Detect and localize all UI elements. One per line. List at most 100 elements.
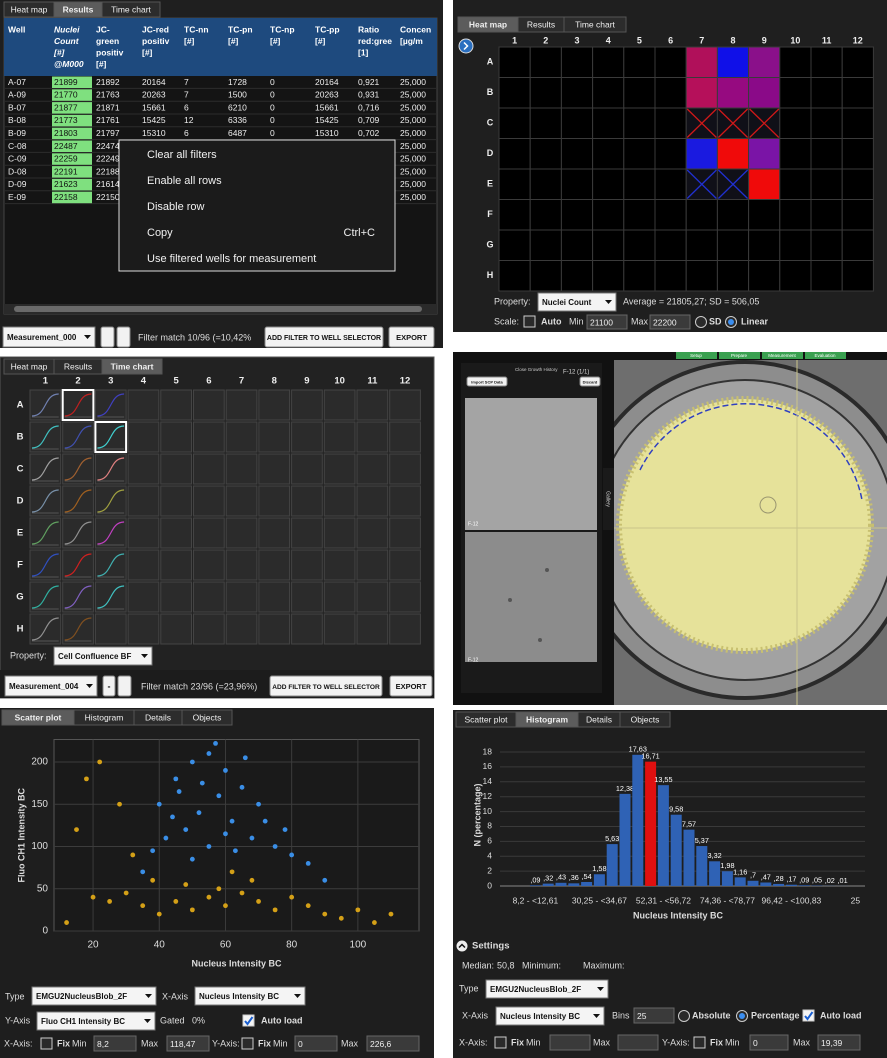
well-cell[interactable] <box>160 453 193 485</box>
well-cell[interactable] <box>810 229 843 261</box>
well-cell[interactable] <box>225 453 258 485</box>
well-cell[interactable] <box>291 517 323 549</box>
well-cell[interactable] <box>160 613 193 645</box>
input-box[interactable] <box>617 1034 659 1051</box>
well-cell[interactable] <box>654 168 687 200</box>
well-cell[interactable] <box>841 260 874 292</box>
well-cell[interactable] <box>291 421 323 453</box>
well-cell[interactable] <box>529 168 562 200</box>
well-cell[interactable] <box>160 549 193 581</box>
well-cell[interactable] <box>779 260 812 292</box>
well-cell[interactable] <box>560 229 594 261</box>
well-cell[interactable] <box>389 613 421 645</box>
well-cell[interactable] <box>560 199 594 231</box>
well-cell[interactable] <box>323 581 356 613</box>
well-cell[interactable] <box>389 453 421 485</box>
well-cell[interactable] <box>498 168 531 200</box>
dropdown[interactable] <box>53 646 153 666</box>
well-cell[interactable] <box>654 107 687 139</box>
well-cell[interactable] <box>498 107 531 139</box>
well-cell[interactable] <box>623 260 656 292</box>
well-cell[interactable] <box>529 77 562 109</box>
well-cell[interactable] <box>356 485 389 517</box>
well-cell[interactable] <box>592 229 625 261</box>
well-cell[interactable] <box>779 77 812 109</box>
tab[interactable] <box>101 1 161 18</box>
well-cell[interactable] <box>748 46 781 78</box>
input-box[interactable] <box>817 1034 861 1051</box>
well-cell[interactable] <box>623 229 656 261</box>
well-cell[interactable] <box>389 517 421 549</box>
well-cell[interactable] <box>323 453 356 485</box>
well-cell[interactable] <box>810 138 843 170</box>
well-cell[interactable] <box>258 517 291 549</box>
well-cell[interactable] <box>127 485 160 517</box>
well-cell[interactable] <box>716 260 750 292</box>
tab[interactable] <box>181 709 233 726</box>
well-cell[interactable] <box>193 485 225 517</box>
collapse-button[interactable] <box>458 38 474 54</box>
well-cell[interactable] <box>193 389 225 421</box>
tab[interactable] <box>563 16 627 33</box>
well-cell[interactable] <box>498 46 531 78</box>
dropdown[interactable] <box>537 292 617 312</box>
well-cell[interactable] <box>623 46 656 78</box>
well-cell[interactable] <box>841 168 874 200</box>
radio[interactable] <box>695 316 707 328</box>
well-cell[interactable] <box>810 199 843 231</box>
checkbox[interactable] <box>523 315 536 328</box>
checkbox[interactable] <box>40 1037 53 1050</box>
well-cell[interactable] <box>498 138 531 170</box>
well-cell[interactable] <box>258 389 291 421</box>
well-cell[interactable] <box>389 549 421 581</box>
well-cell[interactable] <box>716 229 750 261</box>
button[interactable] <box>389 675 433 697</box>
well-cell[interactable] <box>592 107 625 139</box>
well-cell[interactable] <box>258 453 291 485</box>
well-cell[interactable] <box>560 168 594 200</box>
well-cell[interactable] <box>127 453 160 485</box>
well-cell[interactable] <box>560 107 594 139</box>
well-cell[interactable] <box>291 389 323 421</box>
well-cell[interactable] <box>748 168 781 200</box>
well-cell[interactable] <box>685 46 718 78</box>
well-cell[interactable] <box>356 517 389 549</box>
well-cell[interactable] <box>323 485 356 517</box>
well-cell[interactable] <box>127 389 160 421</box>
well-cell[interactable] <box>356 549 389 581</box>
well-cell[interactable] <box>810 107 843 139</box>
well-cell[interactable] <box>529 229 562 261</box>
well-cell[interactable] <box>654 138 687 170</box>
well-cell[interactable] <box>748 229 781 261</box>
tab[interactable] <box>619 711 671 728</box>
dropdown[interactable] <box>4 675 98 697</box>
well-cell[interactable] <box>810 168 843 200</box>
well-cell[interactable] <box>323 389 356 421</box>
button[interactable] <box>117 675 132 697</box>
well-cell[interactable] <box>356 389 389 421</box>
input-box[interactable] <box>649 314 691 330</box>
well-cell[interactable] <box>225 517 258 549</box>
gallery-tab[interactable] <box>603 468 614 530</box>
well-cell[interactable] <box>529 260 562 292</box>
well-cell[interactable] <box>127 421 160 453</box>
well-cell[interactable] <box>685 138 718 170</box>
button[interactable] <box>269 675 383 697</box>
well-cell[interactable] <box>779 229 812 261</box>
well-cell[interactable] <box>592 260 625 292</box>
well-cell[interactable] <box>560 46 594 78</box>
well-cell[interactable] <box>258 581 291 613</box>
checkbox[interactable] <box>494 1036 507 1049</box>
well-cell[interactable] <box>323 549 356 581</box>
dropdown[interactable] <box>485 979 609 999</box>
well-cell[interactable] <box>685 260 718 292</box>
well-cell[interactable] <box>716 77 750 109</box>
well-cell[interactable] <box>498 77 531 109</box>
well-cell[interactable] <box>716 199 750 231</box>
well-cell[interactable] <box>193 613 225 645</box>
well-cell[interactable] <box>841 77 874 109</box>
well-cell[interactable] <box>258 613 291 645</box>
well-cell[interactable] <box>193 517 225 549</box>
dropdown[interactable] <box>36 1011 156 1031</box>
settings-toggle[interactable] <box>456 940 468 952</box>
